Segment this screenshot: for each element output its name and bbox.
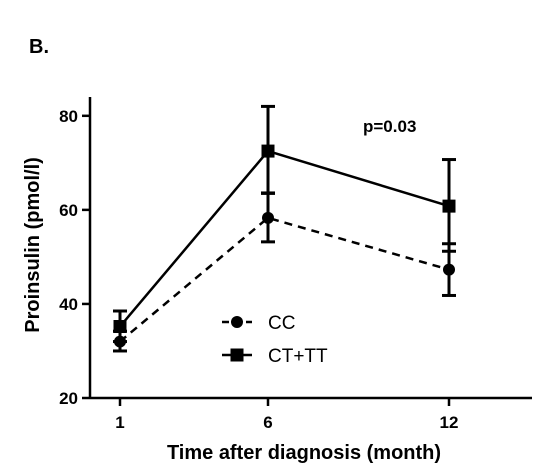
data-point-circle [443, 263, 455, 276]
legend-label: CT+TT [268, 346, 328, 367]
x-ticks: 1 6 12 [115, 398, 458, 432]
data-point-circle [114, 335, 126, 348]
x-tick-label: 1 [115, 413, 124, 432]
y-tick-label: 40 [59, 295, 78, 314]
panel-label: B. [29, 36, 49, 58]
y-ticks: 20 40 60 80 [59, 107, 90, 408]
y-tick-label: 80 [59, 107, 78, 126]
data-point-square [442, 199, 456, 213]
axes [88, 97, 532, 400]
y-tick-label: 20 [59, 389, 78, 408]
x-tick-label: 6 [263, 413, 272, 432]
data-point-square [261, 144, 275, 158]
data-point-circle [262, 211, 274, 224]
x-axis-label: Time after diagnosis (month) [167, 442, 441, 464]
legend: CC CT+TT [222, 313, 328, 367]
data-point-square [113, 320, 127, 334]
series-layer [113, 104, 456, 353]
x-tick-label: 12 [440, 413, 459, 432]
y-tick-label: 60 [59, 201, 78, 220]
legend-marker-square [230, 348, 244, 362]
y-axis-label: Proinsulin (pmol/l) [22, 157, 44, 333]
legend-label: CC [268, 313, 295, 334]
series-line-1 [119, 149, 450, 328]
legend-item: CT+TT [222, 346, 328, 367]
p-value-annotation: p=0.03 [363, 117, 416, 136]
legend-marker-circle [231, 316, 243, 328]
legend-item: CC [222, 313, 295, 334]
